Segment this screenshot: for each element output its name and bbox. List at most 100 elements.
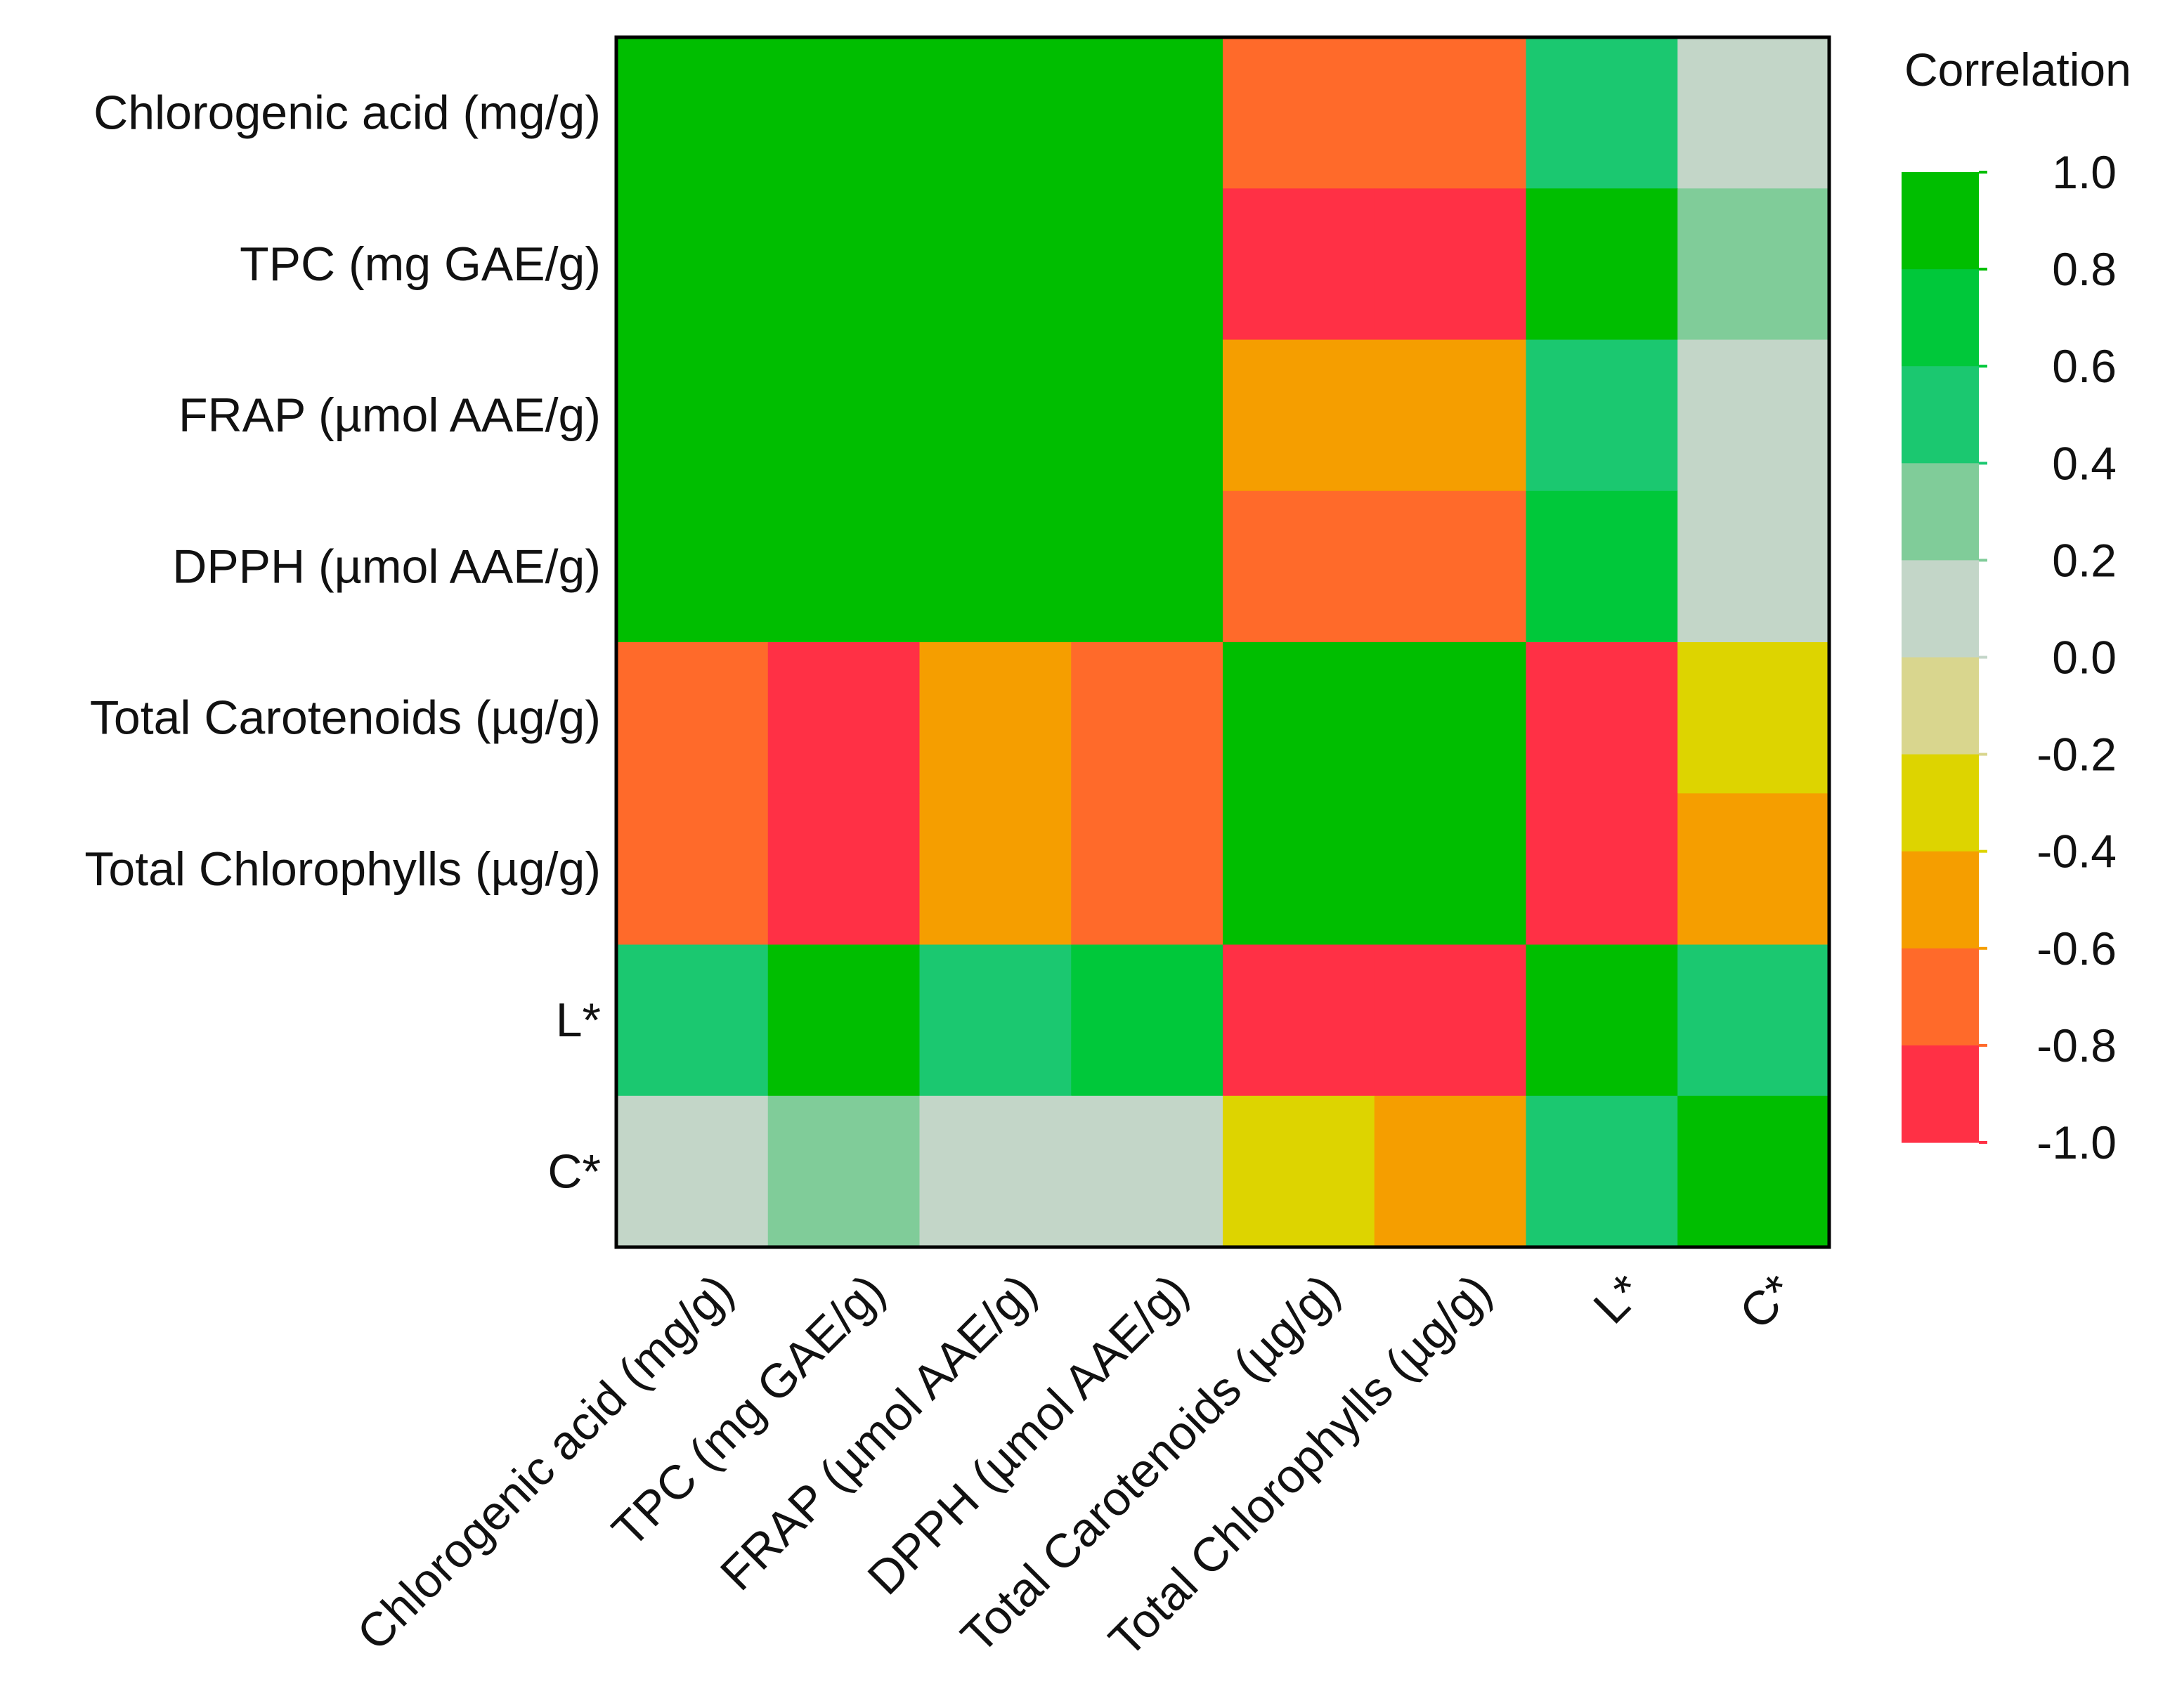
row-label: Total Carotenoids (µg/g)	[90, 691, 601, 745]
heatmap-cell	[919, 642, 1072, 794]
heatmap-cell	[1071, 37, 1223, 189]
heatmap-cell	[616, 490, 769, 643]
heatmap-cell	[616, 37, 769, 189]
heatmap-cell	[919, 944, 1072, 1097]
heatmap-cell	[767, 188, 921, 341]
column-labels: Chlorogenic acid (mg/g)TPC (mg GAE/g)FRA…	[347, 1264, 1805, 1667]
heatmap-cell	[1071, 339, 1223, 492]
colorbar-tick-label: 0.8	[2052, 243, 2117, 295]
heatmap-cell	[1071, 1095, 1223, 1248]
heatmap-cell	[919, 37, 1072, 189]
heatmap-cell	[1071, 490, 1223, 643]
heatmap-cell	[1374, 1095, 1527, 1248]
colorbar-band	[1902, 1045, 1979, 1143]
heatmap-cell	[616, 188, 769, 341]
row-label: FRAP (µmol AAE/g)	[178, 389, 601, 442]
heatmap-cell	[1223, 1095, 1375, 1248]
heatmap-cell	[1526, 490, 1678, 643]
colorbar-band	[1902, 560, 1979, 658]
heatmap-cell	[1374, 188, 1527, 341]
colorbar-band	[1902, 657, 1979, 755]
colorbar: 1.0 0.8 0.6 0.4 0.2 0.0 -0.2 -0.4 -0.6 -0.8 -1.0	[1902, 146, 2117, 1168]
heatmap-cell	[1223, 188, 1375, 341]
heatmap-cell	[1071, 944, 1223, 1097]
row-label: L*	[556, 993, 601, 1047]
heatmap-cell	[1223, 339, 1375, 492]
heatmap-cell	[616, 1095, 769, 1248]
colorbar-tick-label: -0.2	[2036, 729, 2117, 781]
colorbar-band	[1902, 754, 1979, 852]
heatmap-cell	[1677, 188, 1830, 341]
heatmap-cell	[1526, 1095, 1678, 1248]
heatmap-cell	[919, 1095, 1072, 1248]
heatmap-cell	[767, 37, 921, 189]
colorbar-tick-label: 1.0	[2052, 146, 2117, 198]
heatmap-cells	[616, 37, 1830, 1248]
heatmap-cell	[919, 490, 1072, 643]
heatmap-cell	[1677, 490, 1830, 643]
colorbar-tick-label: -0.4	[2036, 826, 2117, 878]
heatmap-cell	[1677, 944, 1830, 1097]
row-label: C*	[547, 1145, 601, 1198]
heatmap-cell	[767, 944, 921, 1097]
heatmap-cell	[767, 339, 921, 492]
heatmap-cell	[919, 188, 1072, 341]
heatmap-cell	[1223, 642, 1375, 794]
heatmap-cell	[1677, 642, 1830, 794]
heatmap-cell	[1223, 793, 1375, 946]
heatmap-frame	[614, 35, 1831, 1249]
colorbar-band	[1902, 463, 1979, 561]
heatmap-cell	[1374, 793, 1527, 946]
heatmap-cell	[616, 642, 769, 794]
column-label: TPC (mg GAE/g)	[602, 1264, 895, 1557]
colorbar-band	[1902, 172, 1979, 270]
heatmap-cell	[1677, 793, 1830, 946]
heatmap-cell	[919, 339, 1072, 492]
column-label: L*	[1583, 1264, 1653, 1334]
colorbar-band	[1902, 269, 1979, 367]
heatmap-cell	[1223, 37, 1375, 189]
colorbar-band	[1902, 948, 1979, 1046]
colorbar-band	[1902, 366, 1979, 464]
colorbar-band	[1902, 851, 1979, 949]
heatmap-cell	[616, 793, 769, 946]
row-label: Total Chlorophylls (µg/g)	[84, 842, 601, 896]
heatmap-cell	[1677, 339, 1830, 492]
heatmap-cell	[1374, 37, 1527, 189]
heatmap-cell	[616, 944, 769, 1097]
heatmap-cell	[1526, 944, 1678, 1097]
heatmap-cell	[1071, 642, 1223, 794]
heatmap-cell	[1526, 188, 1678, 341]
colorbar-tick-label: 0.4	[2052, 437, 2117, 489]
heatmap-cell	[919, 793, 1072, 946]
heatmap-cell	[1677, 1095, 1830, 1248]
heatmap-cell	[616, 339, 769, 492]
row-label: DPPH (µmol AAE/g)	[172, 540, 601, 593]
colorbar-tick-label: -1.0	[2036, 1116, 2117, 1168]
heatmap-cell	[1071, 793, 1223, 946]
heatmap-cell	[1374, 490, 1527, 643]
heatmap-cell	[1223, 490, 1375, 643]
heatmap-cell	[1526, 37, 1678, 189]
row-label: TPC (mg GAE/g)	[240, 237, 601, 291]
heatmap-cell	[1374, 642, 1527, 794]
heatmap-cell	[1526, 339, 1678, 492]
row-label: Chlorogenic acid (mg/g)	[93, 86, 601, 140]
colorbar-tick-label: -0.6	[2036, 923, 2117, 974]
colorbar-tick-label: -0.8	[2036, 1019, 2117, 1071]
heatmap-cell	[767, 642, 921, 794]
heatmap-cell	[767, 490, 921, 643]
legend-title: Correlation	[1904, 44, 2131, 96]
colorbar-tick-label: 0.2	[2052, 534, 2117, 586]
heatmap-cell	[767, 1095, 921, 1248]
heatmap-cell	[1223, 944, 1375, 1097]
row-labels: Chlorogenic acid (mg/g) TPC (mg GAE/g) FRA…	[84, 86, 601, 1199]
column-label: C*	[1729, 1264, 1805, 1339]
colorbar-tick-label: 0.6	[2052, 340, 2117, 392]
heatmap-cell	[1374, 339, 1527, 492]
heatmap-cell	[1677, 37, 1830, 189]
heatmap-cell	[767, 793, 921, 946]
heatmap-cell	[1526, 642, 1678, 794]
colorbar-tick-label: 0.0	[2052, 632, 2117, 684]
